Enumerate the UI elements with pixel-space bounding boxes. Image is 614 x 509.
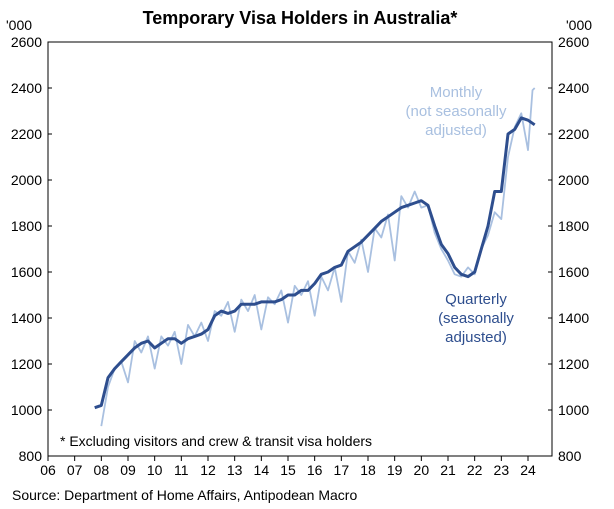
y-tick-label-left: 2400 [11,80,42,96]
right-unit-label: '000 [566,17,592,33]
y-tick-label-right: 1800 [558,218,589,234]
x-tick-label: 06 [40,462,56,478]
x-tick-label: 07 [67,462,83,478]
x-tick-label: 10 [147,462,163,478]
plot-area-border [47,41,553,457]
x-tick-label: 22 [467,462,483,478]
y-tick-label-left: 1800 [11,218,42,234]
x-tick-label: 09 [120,462,136,478]
series-label-line: adjusted) [445,329,507,346]
x-axis: 06 07 08 09 10 11 12 13 14 15 16 17 18 19 20 21 22 23 24 [40,456,536,478]
y-tick-label-right: 1400 [558,310,589,326]
x-tick-label: 21 [440,462,456,478]
y-tick-label-left: 1200 [11,356,42,372]
y-tick-label-left: 1400 [11,310,42,326]
left-unit-label: '000 [6,17,32,33]
y-tick-label-left: 800 [19,448,43,464]
y-tick-label-right: 2600 [558,34,589,50]
x-tick-label: 19 [387,462,403,478]
quarterly-series-label: Quarterly (seasonally adjusted) [438,291,514,346]
right-y-axis: 800 1000 1200 1400 1600 1800 2000 2200 2400 2600 [548,34,589,464]
x-tick-label: 11 [174,462,189,478]
x-tick-label: 13 [227,462,243,478]
series-label-line: Quarterly [445,291,507,308]
x-tick-label: 15 [280,462,296,478]
x-tick-label: 08 [94,462,110,478]
y-tick-label-right: 1600 [558,264,589,280]
chart-title: Temporary Visa Holders in Australia* [143,8,458,28]
series-layer [94,87,536,427]
series-label-line: (not seasonally [406,103,507,120]
y-tick-label-left: 2000 [11,172,42,188]
x-tick-label: 18 [360,462,376,478]
monthly-series-label: Monthly (not seasonally adjusted) [406,84,507,139]
x-tick-label: 24 [520,462,536,478]
y-tick-label-left: 2200 [11,126,42,142]
x-tick-label: 17 [334,462,350,478]
y-tick-label-right: 2200 [558,126,589,142]
x-tick-label: 23 [494,462,510,478]
footnote: * Excluding visitors and crew & transit … [60,433,372,449]
series-label-line: adjusted) [425,122,487,139]
y-tick-label-left: 1600 [11,264,42,280]
y-tick-label-right: 1200 [558,356,589,372]
x-tick-label: 20 [414,462,430,478]
left-y-axis: 800 1000 1200 1400 1600 1800 2000 2200 2400 2600 [11,34,52,464]
y-tick-label-right: 2000 [558,172,589,188]
series-label-line: (seasonally [438,310,514,327]
quarterly-series-line [94,116,536,410]
x-tick-label: 14 [254,462,270,478]
source-note: Source: Department of Home Affairs, Anti… [12,487,357,503]
y-tick-label-right: 2400 [558,80,589,96]
series-label-line: Monthly [430,84,483,101]
x-tick-label: 16 [307,462,323,478]
y-tick-label-right: 800 [558,448,582,464]
y-tick-label-right: 1000 [558,402,589,418]
y-tick-label-left: 1000 [11,402,42,418]
x-tick-label: 12 [200,462,216,478]
y-tick-label-left: 2600 [11,34,42,50]
